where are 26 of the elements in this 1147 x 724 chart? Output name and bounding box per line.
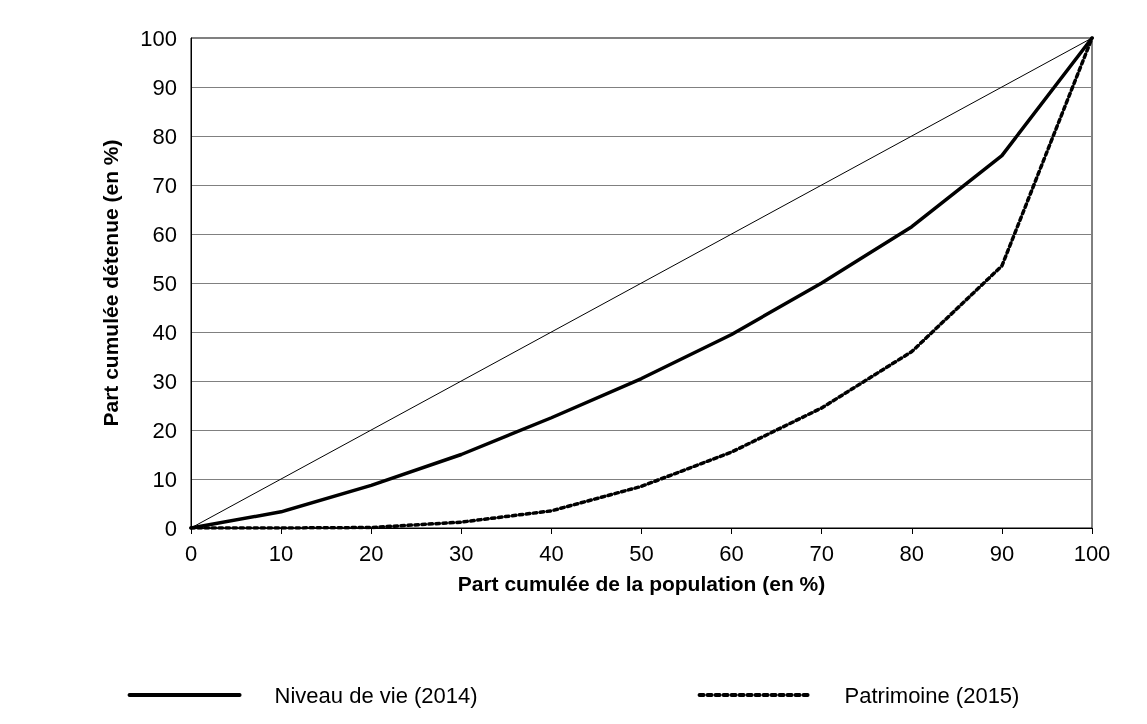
y-axis-title: Part cumulée détenue (en %): [99, 139, 122, 427]
y-tick-label: 50: [152, 270, 177, 296]
x-tick-label: 100: [1073, 540, 1111, 566]
x-tick-label: 80: [899, 540, 925, 566]
y-tick-label: 60: [152, 221, 177, 247]
y-tick-label: 70: [152, 172, 177, 198]
x-tick-label: 40: [539, 540, 564, 566]
x-tick-label: 90: [989, 540, 1015, 566]
x-tick-label: 70: [809, 540, 834, 566]
x-tick-label: 50: [629, 540, 654, 566]
x-tick-label: 10: [268, 540, 294, 566]
x-axis-title: Part cumulée de la population (en %): [457, 572, 826, 595]
y-tick-label: 40: [152, 319, 177, 345]
y-tick-label: 10: [152, 466, 177, 492]
legend-label: Niveau de vie (2014): [274, 682, 478, 708]
y-tick-label: 90: [152, 74, 177, 100]
y-tick-label: 100: [140, 25, 177, 51]
legend-label: Patrimoine (2015): [844, 682, 1020, 708]
x-tick-label: 0: [184, 540, 198, 566]
x-tick-label: 30: [449, 540, 474, 566]
x-tick-label: 20: [358, 540, 384, 566]
y-tick-label: 20: [152, 417, 177, 443]
y-tick-label: 0: [164, 515, 177, 541]
x-tick-label: 60: [719, 540, 744, 566]
y-tick-label: 80: [152, 123, 177, 149]
y-tick-label: 30: [152, 368, 177, 394]
